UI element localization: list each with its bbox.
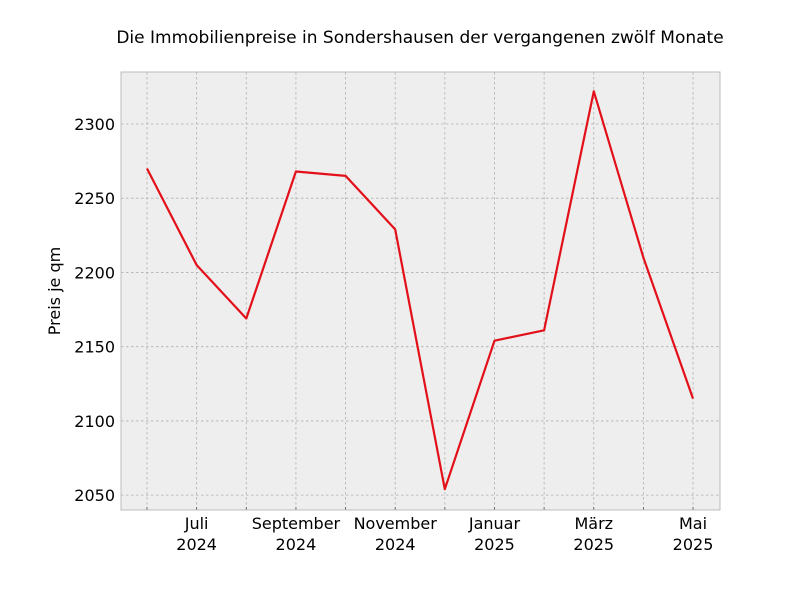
y-tick-label: 2300 xyxy=(74,115,115,134)
x-tick-label-month: Mai xyxy=(679,514,707,533)
x-tick-label-month: November xyxy=(354,514,438,533)
x-tick-label-year: 2025 xyxy=(573,535,614,554)
plot-area xyxy=(121,72,720,510)
x-tick-label-month: Januar xyxy=(468,514,521,533)
x-tick-label-year: 2024 xyxy=(176,535,217,554)
x-tick-label-month: Juli xyxy=(184,514,209,533)
x-tick-label-year: 2025 xyxy=(474,535,515,554)
chart-title: Die Immobilienpreise in Sondershausen de… xyxy=(116,28,723,48)
x-tick-label-year: 2025 xyxy=(673,535,714,554)
x-tick-label-year: 2024 xyxy=(375,535,416,554)
x-tick-label-month: März xyxy=(574,514,613,533)
y-axis-label: Preis je qm xyxy=(45,247,64,335)
y-tick-label: 2200 xyxy=(74,263,115,282)
y-tick-label: 2150 xyxy=(74,338,115,357)
series-group xyxy=(146,90,695,491)
y-tick-label: 2050 xyxy=(74,486,115,505)
series-line xyxy=(146,90,695,491)
plot-border xyxy=(120,71,721,511)
y-tick-label: 2100 xyxy=(74,412,115,431)
axis-ticks: 2050 2100 2150 2200 2250 2300 Juli 2024 Septembe… xyxy=(74,115,713,554)
grid-lines xyxy=(121,72,720,510)
x-tick-label-month: September xyxy=(252,514,341,533)
x-tick-label-year: 2024 xyxy=(276,535,317,554)
y-tick-label: 2250 xyxy=(74,189,115,208)
